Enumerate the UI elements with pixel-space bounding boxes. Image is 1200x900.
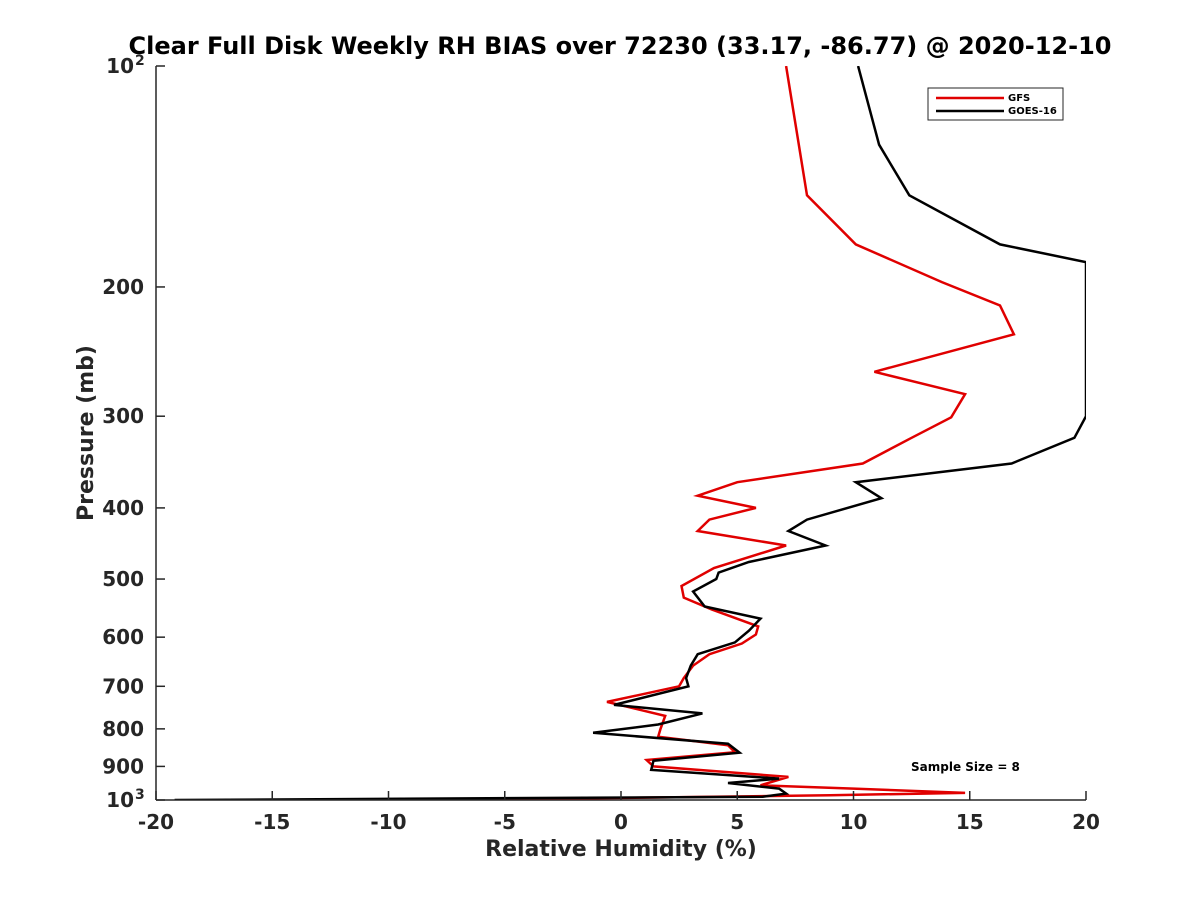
legend-label-gfs: GFS bbox=[1008, 93, 1030, 104]
x-tick-label: -20 bbox=[138, 810, 174, 834]
x-axis-label: Relative Humidity (%) bbox=[485, 837, 757, 862]
legend-label-goes16: GOES-16 bbox=[1008, 106, 1057, 117]
y-tick-label: 800 bbox=[102, 717, 144, 741]
y-tick-exponent: 3 bbox=[135, 787, 145, 803]
y-tick-label: 10 bbox=[106, 788, 134, 812]
x-ticks: -20 -15 -10 -5 0 5 10 15 20 bbox=[138, 791, 1100, 834]
y-axis-label: Pressure (mb) bbox=[74, 345, 99, 521]
y-tick-label: 300 bbox=[102, 404, 144, 428]
y-tick-label: 200 bbox=[102, 275, 144, 299]
series-line-gfs bbox=[462, 66, 1016, 800]
y-tick-label: 400 bbox=[102, 496, 144, 520]
y-tick-label: 900 bbox=[102, 754, 144, 778]
sample-size-annotation: Sample Size = 8 bbox=[911, 760, 1020, 774]
y-tick-label: 500 bbox=[102, 567, 144, 591]
series-layer bbox=[174, 66, 1086, 800]
x-tick-label: 15 bbox=[956, 810, 984, 834]
x-tick-label: -10 bbox=[370, 810, 406, 834]
y-tick-exponent: 2 bbox=[135, 53, 145, 69]
y-tick-label: 10 bbox=[106, 54, 134, 78]
x-tick-label: 0 bbox=[614, 810, 628, 834]
legend: GFS GOES-16 bbox=[927, 87, 1064, 121]
x-tick-label: -15 bbox=[254, 810, 290, 834]
x-tick-label: 20 bbox=[1072, 810, 1100, 834]
y-tick-label: 700 bbox=[102, 674, 144, 698]
x-tick-label: 10 bbox=[840, 810, 868, 834]
legend-box bbox=[927, 87, 1064, 121]
plot-area: -20 -15 -10 -5 0 5 10 15 20 10 220030040050060070… bbox=[102, 53, 1100, 834]
chart-title: Clear Full Disk Weekly RH BIAS over 7223… bbox=[129, 32, 1112, 60]
series-line-goes-16 bbox=[174, 66, 1086, 800]
y-tick-label: 600 bbox=[102, 625, 144, 649]
x-tick-label: -5 bbox=[494, 810, 516, 834]
x-tick-label: 5 bbox=[730, 810, 744, 834]
